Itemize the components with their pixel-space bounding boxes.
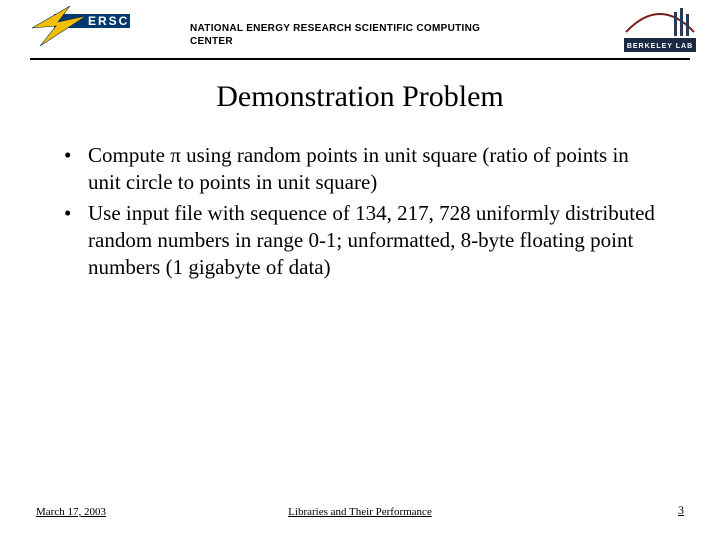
svg-text:ERSC: ERSC [88,14,129,28]
svg-text:BERKELEY LAB: BERKELEY LAB [627,43,693,50]
footer-title: Libraries and Their Performance [0,506,720,518]
list-item: Compute π using random points in unit sq… [58,142,662,196]
slide-footer: March 17, 2003 Libraries and Their Perfo… [0,498,720,518]
slide-body: Compute π using random points in unit sq… [58,142,662,280]
ersc-logo: ERSC [30,6,130,46]
bullet-list: Compute π using random points in unit sq… [58,142,662,280]
slide-title: Demonstration Problem [0,80,720,114]
berkeley-lab-logo: BERKELEY LAB [620,2,700,56]
footer-page-number: 3 [678,503,684,518]
org-name-text: NATIONAL ENERGY RESEARCH SCIENTIFIC COMP… [190,23,480,47]
slide-header: ERSC NATIONAL ENERGY RESEARCH SCIENTIFIC… [30,0,690,60]
org-name: NATIONAL ENERGY RESEARCH SCIENTIFIC COMP… [190,22,490,48]
list-item: Use input file with sequence of 134, 217… [58,200,662,281]
